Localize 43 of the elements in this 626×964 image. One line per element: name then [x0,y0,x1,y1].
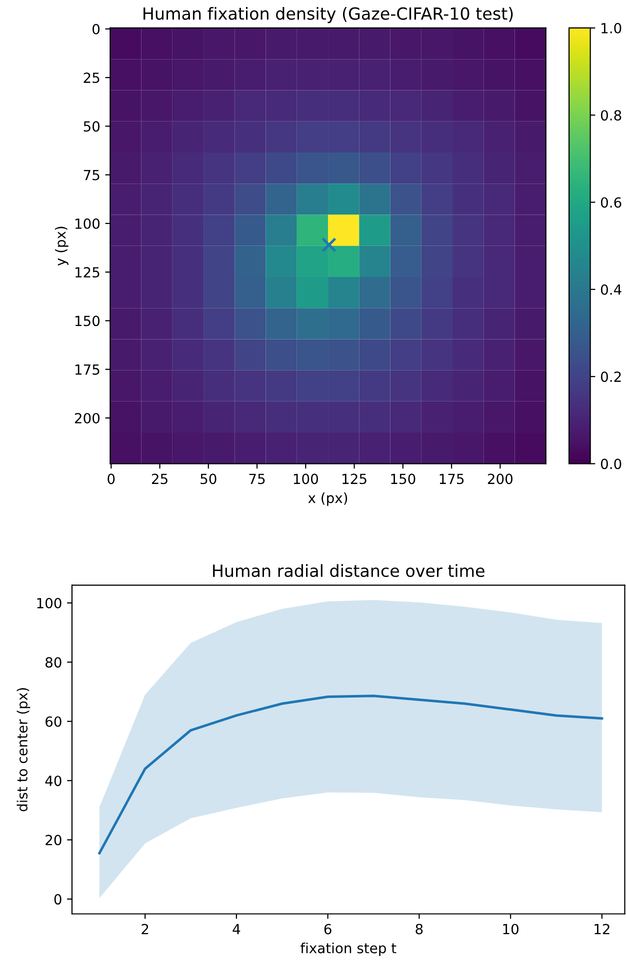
x-tick-label: 4 [232,924,240,934]
x-tick-label: 6 [324,924,332,934]
x-tick-label: 200 [488,474,512,484]
x-tick-label: 175 [440,474,464,484]
color-bar-label: 0.2 [600,372,621,382]
y-tick-label: 60 [46,716,62,727]
x-tick-label: 150 [391,474,416,484]
y-tick-label: 20 [46,834,62,846]
y-tick-label: 100 [75,218,100,229]
chart-title: Human fixation density (Gaze-CIFAR-10 test) [144,6,513,24]
color-bar-label: 0.8 [600,110,622,121]
color-bar-label: 0.0 [600,458,622,470]
y-tick-label: 0 [92,24,100,34]
y-axis-title: dist to center (px) [16,688,30,812]
color-bar-label: 0.6 [600,197,622,208]
x-axis-title: fixation step t [300,942,396,956]
y-tick-label: 80 [46,657,62,668]
x-tick-label: 50 [200,474,216,484]
y-tick-label: 40 [45,776,62,786]
x-tick-label: 100 [294,474,318,484]
y-tick-label: 125 [75,267,100,278]
x-tick-label: 25 [152,474,168,484]
line-series [98,694,604,854]
y-tick-label: 50 [84,121,100,132]
y-tick-label: 75 [84,170,100,180]
color-bar-label: 1.0 [602,22,622,34]
color-bar-label: 0.4 [600,284,622,295]
y-tick-label: 175 [75,364,100,375]
x-axis-title: x (px) [308,492,348,506]
x-tick-label: 75 [249,474,265,484]
x-tick-label: 2 [142,924,148,934]
y-tick-label: 0 [54,894,62,905]
y-tick-label: 200 [74,412,100,424]
x-tick-label: 10 [503,924,518,934]
x-tick-label: 125 [342,474,366,484]
y-tick-label: 25 [84,72,100,84]
y-tick-label: 100 [37,598,62,608]
y-tick-label: 150 [75,316,100,326]
x-tick-label: 8 [416,924,423,934]
y-axis-title: y (px) [54,226,68,266]
chart-title: Human radial distance over time [213,564,484,578]
x-tick-label: 12 [594,924,610,934]
x-tick-label: 0 [108,474,115,484]
